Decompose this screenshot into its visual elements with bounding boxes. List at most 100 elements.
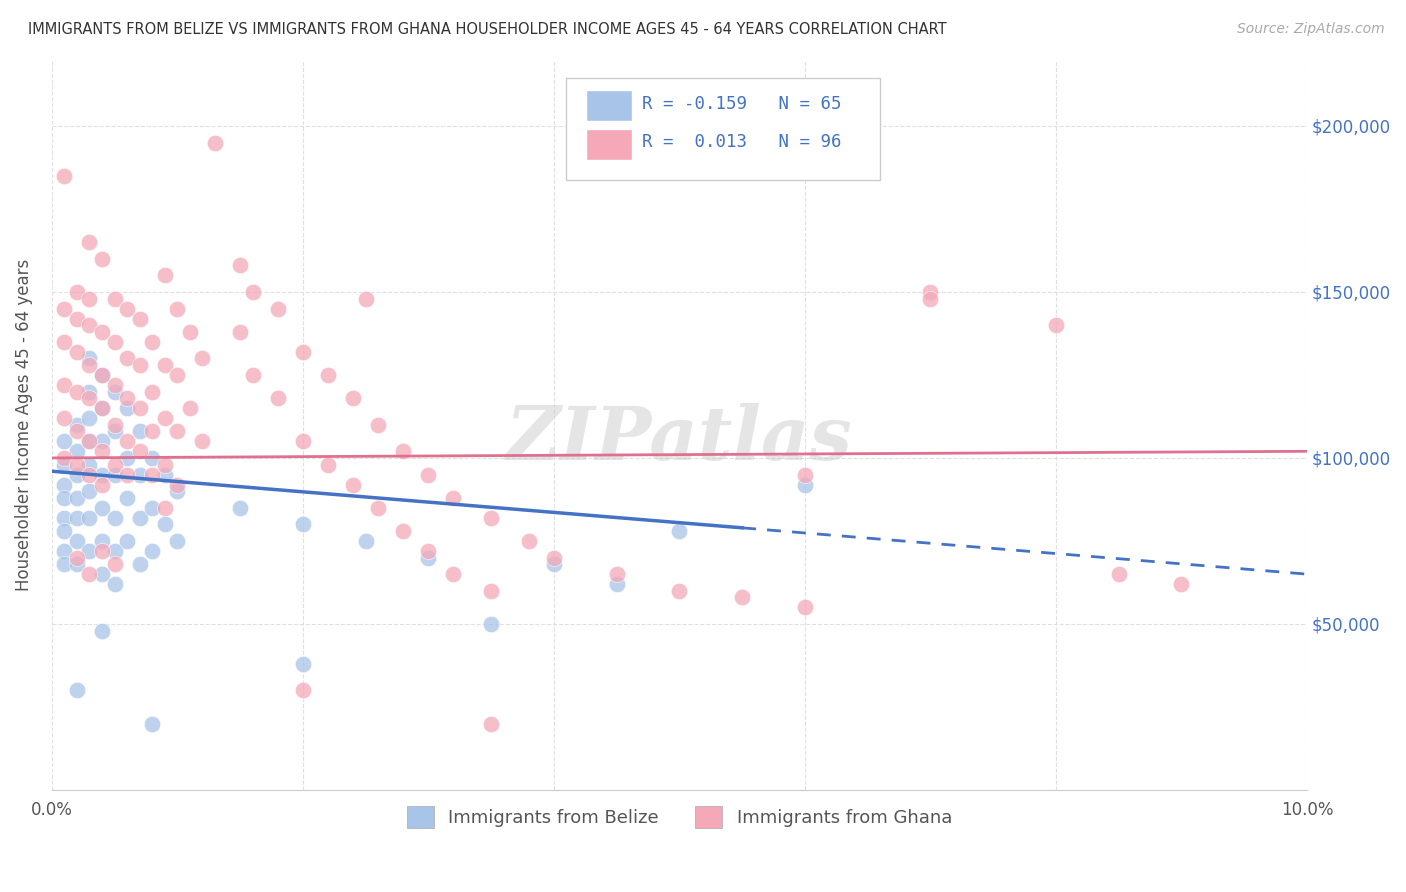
Point	[291, 657, 314, 671]
Point	[91, 368, 114, 382]
Point	[79, 292, 101, 306]
Point	[242, 368, 264, 382]
Point	[53, 524, 76, 538]
FancyBboxPatch shape	[586, 129, 631, 160]
Point	[128, 425, 150, 439]
Point	[79, 351, 101, 366]
Point	[392, 444, 415, 458]
Point	[91, 567, 114, 582]
Point	[316, 458, 339, 472]
Point	[342, 477, 364, 491]
Point	[79, 434, 101, 449]
Point	[66, 557, 89, 571]
Point	[153, 458, 176, 472]
Point	[79, 458, 101, 472]
Point	[91, 500, 114, 515]
FancyBboxPatch shape	[586, 90, 631, 121]
Point	[103, 292, 125, 306]
Point	[441, 491, 464, 505]
Point	[920, 285, 942, 299]
Point	[141, 334, 163, 349]
Point	[103, 425, 125, 439]
Point	[91, 401, 114, 416]
Text: IMMIGRANTS FROM BELIZE VS IMMIGRANTS FROM GHANA HOUSEHOLDER INCOME AGES 45 - 64 : IMMIGRANTS FROM BELIZE VS IMMIGRANTS FRO…	[28, 22, 946, 37]
Point	[354, 292, 377, 306]
Point	[91, 325, 114, 339]
Point	[153, 411, 176, 425]
Point	[103, 577, 125, 591]
Point	[153, 467, 176, 482]
Point	[53, 491, 76, 505]
Point	[115, 491, 138, 505]
Point	[128, 401, 150, 416]
Point	[66, 311, 89, 326]
Point	[53, 334, 76, 349]
Point	[66, 444, 89, 458]
Point	[606, 577, 628, 591]
Point	[53, 378, 76, 392]
Legend: Immigrants from Belize, Immigrants from Ghana: Immigrants from Belize, Immigrants from …	[399, 799, 959, 836]
Point	[418, 467, 440, 482]
Point	[66, 683, 89, 698]
Point	[291, 434, 314, 449]
Point	[141, 500, 163, 515]
Point	[1045, 318, 1067, 333]
Point	[79, 391, 101, 405]
Point	[66, 550, 89, 565]
Text: Source: ZipAtlas.com: Source: ZipAtlas.com	[1237, 22, 1385, 37]
Point	[103, 458, 125, 472]
Point	[128, 557, 150, 571]
Point	[668, 524, 690, 538]
Point	[229, 500, 252, 515]
Point	[1108, 567, 1130, 582]
Point	[66, 533, 89, 548]
Point	[79, 358, 101, 372]
Point	[115, 467, 138, 482]
Point	[229, 325, 252, 339]
Point	[128, 444, 150, 458]
Point	[291, 683, 314, 698]
Point	[179, 401, 201, 416]
Point	[543, 550, 565, 565]
Point	[91, 434, 114, 449]
Point	[267, 301, 290, 316]
Point	[79, 384, 101, 399]
Point	[103, 467, 125, 482]
Point	[103, 384, 125, 399]
Point	[166, 368, 188, 382]
Point	[479, 583, 502, 598]
Point	[66, 467, 89, 482]
Point	[291, 344, 314, 359]
Point	[79, 567, 101, 582]
Point	[606, 567, 628, 582]
Point	[91, 444, 114, 458]
Point	[166, 301, 188, 316]
Point	[204, 136, 226, 150]
Point	[242, 285, 264, 299]
Point	[418, 544, 440, 558]
Point	[668, 583, 690, 598]
Point	[79, 434, 101, 449]
Point	[392, 524, 415, 538]
Text: ZIPatlas: ZIPatlas	[506, 403, 853, 475]
Point	[166, 533, 188, 548]
Point	[91, 544, 114, 558]
Point	[543, 557, 565, 571]
Point	[115, 301, 138, 316]
FancyBboxPatch shape	[567, 78, 880, 180]
Point	[141, 425, 163, 439]
Point	[66, 384, 89, 399]
Point	[53, 411, 76, 425]
Point	[166, 425, 188, 439]
Point	[91, 368, 114, 382]
Point	[441, 567, 464, 582]
Point	[66, 458, 89, 472]
Text: R = -0.159   N = 65: R = -0.159 N = 65	[641, 95, 841, 113]
Point	[79, 510, 101, 524]
Point	[793, 467, 815, 482]
Point	[103, 557, 125, 571]
Point	[191, 434, 214, 449]
Point	[91, 401, 114, 416]
Point	[53, 510, 76, 524]
Point	[53, 450, 76, 465]
